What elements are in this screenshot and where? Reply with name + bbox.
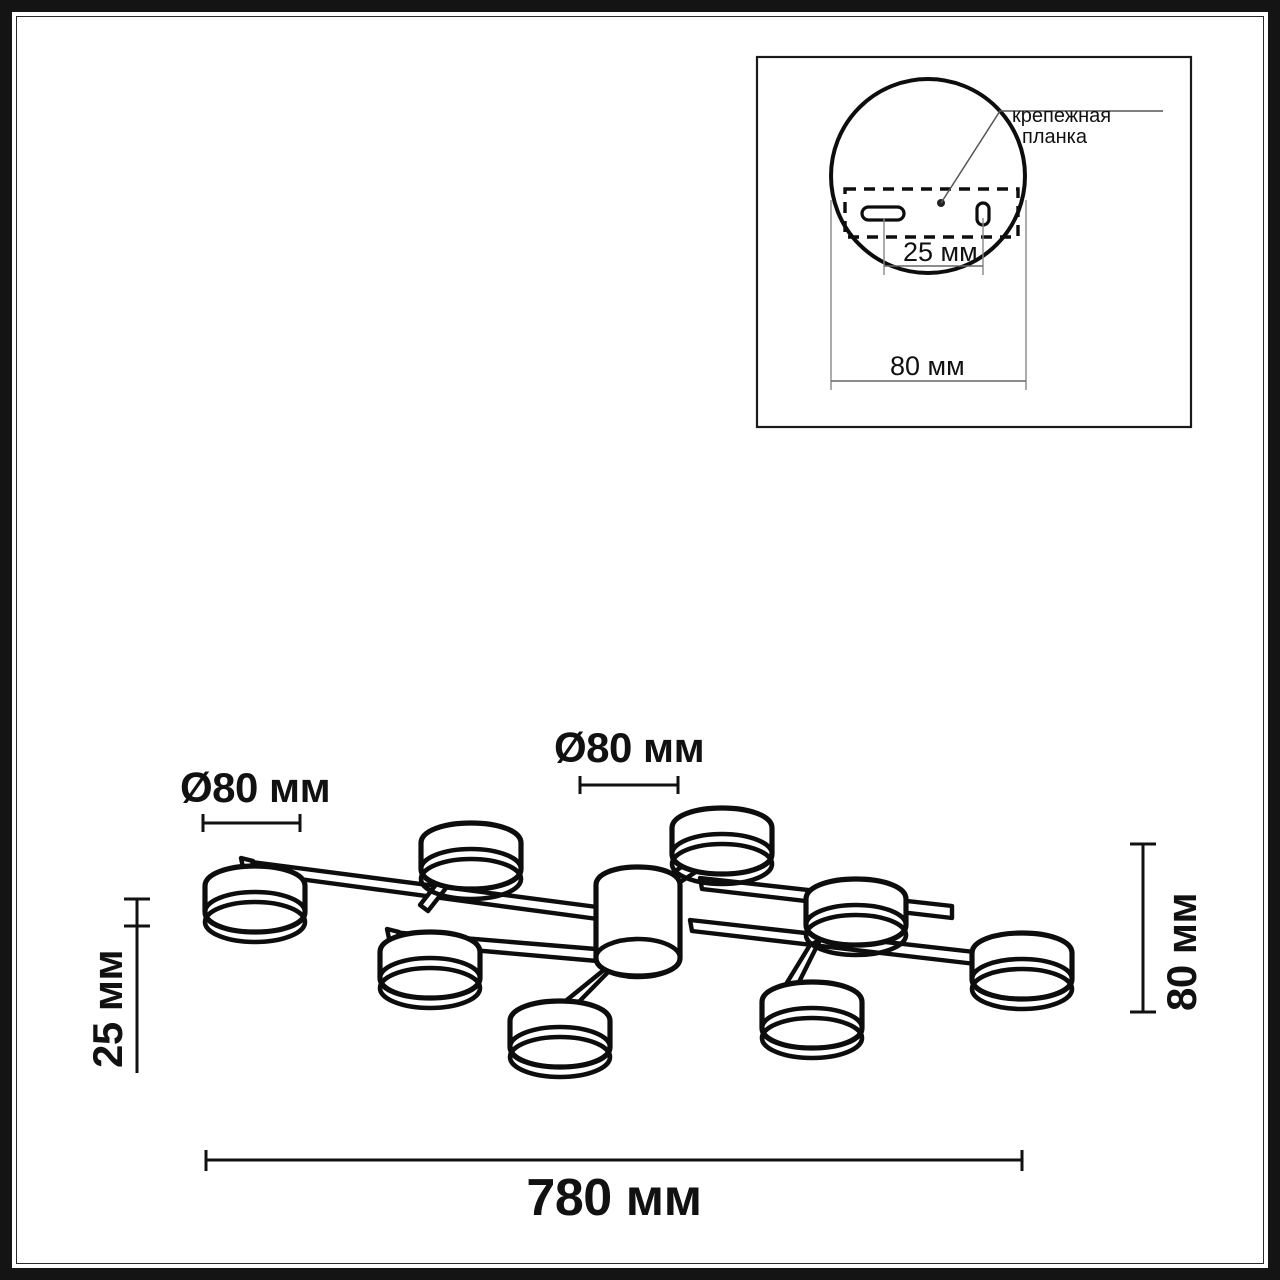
dim-head-height: 25 мм: [84, 897, 150, 1073]
hub-body: [593, 864, 683, 979]
lamp-head-top-center: [669, 805, 775, 887]
dim-center-diameter-label: Ø80 мм: [554, 724, 704, 771]
head-1-bottom: [202, 899, 308, 945]
head-6-bottom: [803, 912, 909, 958]
head-1-ring: [202, 889, 308, 935]
dim-left-diameter-label: Ø80 мм: [180, 764, 330, 811]
central-canopy-hub: [593, 864, 683, 980]
mounting-plate-outline: [843, 187, 1020, 239]
head-5-ring: [507, 1024, 613, 1070]
dim-overall-width-label: 780 мм: [526, 1169, 701, 1227]
head-8-bottom: [969, 966, 1075, 1012]
head-2-ring: [418, 846, 524, 892]
lamp-head-upper-left: [418, 820, 524, 902]
dim-80mm-inset-label: 80 мм: [890, 351, 965, 381]
lamp-head-upper-right: [803, 876, 909, 958]
horizontal-slot: [860, 205, 906, 222]
dim-overall-width: 780 мм: [204, 1150, 1024, 1227]
callout-leader: [940, 110, 1163, 204]
head-6-ring: [803, 902, 909, 948]
head-7-ring: [759, 1005, 865, 1051]
head-2-bottom: [418, 856, 524, 902]
callout-line-1: крепежная: [1012, 105, 1111, 127]
hub-bottom-ellipse: [593, 936, 683, 980]
dim-head-height-label: 25 мм: [84, 950, 131, 1068]
head-3-bottom: [669, 841, 775, 887]
canopy-circle: [829, 77, 1027, 275]
lamp-head-right: [969, 930, 1075, 1012]
head-4-ring: [377, 955, 483, 1001]
dim-25mm-label: 25 мм: [903, 237, 978, 267]
lamp-head-lower-left: [377, 929, 483, 1011]
fixture-illustration: [202, 805, 1075, 1080]
dim-left-diameter: Ø80 мм: [180, 764, 331, 832]
mounting-plate-inset: крепежная планка 25 мм 80 мм: [755, 55, 1193, 429]
lamp-head-lower-right: [759, 979, 865, 1061]
lamp-head-bottom-center: [507, 998, 613, 1080]
dim-canopy-height: 80 мм: [1130, 842, 1205, 1014]
callout-line-2: планка: [1022, 126, 1088, 148]
head-7-bottom: [759, 1015, 865, 1061]
dim-center-diameter: Ø80 мм: [554, 724, 705, 794]
head-5-bottom: [507, 1034, 613, 1080]
head-3-ring: [669, 831, 775, 877]
dim-canopy-height-label: 80 мм: [1158, 893, 1205, 1011]
lamp-head-left: [202, 863, 308, 945]
head-4-bottom: [377, 965, 483, 1011]
head-8-ring: [969, 956, 1075, 1002]
